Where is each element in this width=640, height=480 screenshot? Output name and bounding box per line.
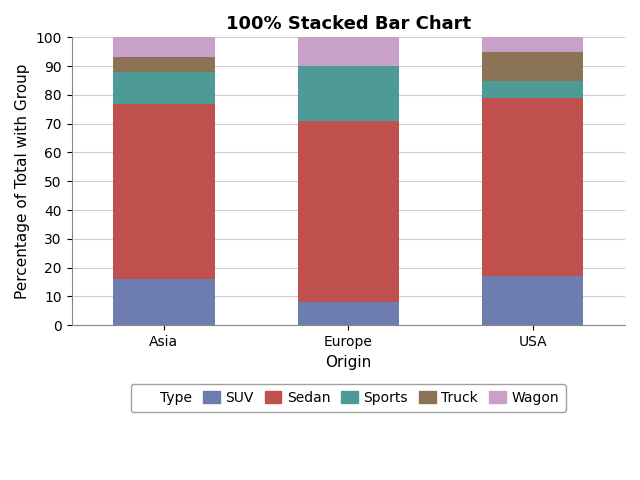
Bar: [482, 81, 584, 98]
Bar: [482, 37, 584, 52]
Bar: [482, 52, 584, 81]
Bar: [298, 121, 399, 302]
X-axis label: Origin: Origin: [325, 355, 371, 370]
Bar: [298, 37, 399, 66]
Bar: [113, 37, 214, 58]
Y-axis label: Percentage of Total with Group: Percentage of Total with Group: [15, 63, 30, 299]
Bar: [298, 302, 399, 325]
Bar: [113, 58, 214, 72]
Title: 100% Stacked Bar Chart: 100% Stacked Bar Chart: [226, 15, 471, 33]
Bar: [113, 72, 214, 104]
Bar: [482, 276, 584, 325]
Bar: [298, 66, 399, 121]
Bar: [113, 279, 214, 325]
Legend: Type, SUV, Sedan, Sports, Truck, Wagon: Type, SUV, Sedan, Sports, Truck, Wagon: [131, 384, 566, 412]
Bar: [113, 104, 214, 279]
Bar: [482, 98, 584, 276]
